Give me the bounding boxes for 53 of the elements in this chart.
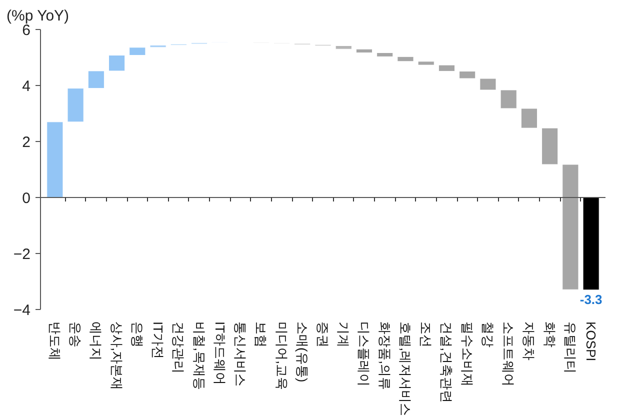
x-tick-label: IT가전: [150, 322, 166, 360]
x-tick-label: 증권: [316, 322, 330, 348]
x-tick-label: IT하드웨어: [212, 322, 228, 386]
x-tick-label: 조선: [418, 322, 434, 348]
y-tick-label: 2: [22, 134, 30, 151]
bar: [376, 52, 394, 57]
bar: [150, 44, 166, 48]
x-tick-label: 디스플레이: [356, 322, 372, 386]
x-tick-label: KOSPI: [584, 322, 599, 362]
x-tick-label: 상사,자본재: [109, 322, 124, 390]
y-tick-label: −2: [13, 246, 31, 263]
data-label: -3.3: [580, 292, 602, 307]
bar: [459, 70, 476, 79]
bar: [542, 128, 558, 165]
x-tick-label: 은행: [130, 322, 145, 348]
bar: [335, 45, 352, 50]
bar: [418, 61, 434, 66]
x-tick-label: 건설,건축관련: [439, 322, 454, 404]
bar: [500, 90, 517, 109]
bar: [397, 56, 414, 62]
bar: [46, 122, 64, 198]
x-tick-label: 철강: [480, 322, 496, 348]
bar: [480, 78, 496, 90]
bar: [356, 48, 373, 53]
x-tick-label: 화학: [542, 322, 558, 348]
bar: [88, 70, 104, 89]
x-tick-label: 비철,목재등: [192, 322, 207, 390]
y-tick-label: 0: [22, 190, 30, 207]
x-tick-label: 운송: [68, 322, 84, 348]
x-tick-label: 통신서비스: [233, 322, 248, 386]
x-tick-label: 유틸리티: [562, 322, 578, 374]
y-tick-label: −4: [13, 302, 31, 319]
bar: [520, 108, 538, 128]
x-tick-label: 에너지: [88, 322, 104, 360]
y-axis-title: (%p YoY): [6, 8, 70, 24]
x-tick-label: 보험: [254, 322, 269, 348]
x-tick-label: 호텔,레저서비스: [398, 322, 413, 416]
x-tick-label: 기계: [336, 322, 352, 348]
bar: [67, 88, 84, 122]
x-tick-label: 건강관리: [171, 322, 186, 374]
x-tick-label: 소매(유통): [294, 322, 310, 382]
x-tick-label: 화장품,의류: [377, 322, 392, 390]
bar: [108, 55, 126, 72]
y-tick-label: 4: [22, 78, 30, 95]
bar: [129, 47, 146, 56]
x-tick-label: 반도체: [47, 322, 62, 360]
x-tick-label: 소프트웨어: [501, 322, 516, 386]
x-tick-label: 자동차: [522, 322, 537, 360]
bar: [582, 197, 600, 290]
x-tick-label: 미디어,교육: [274, 322, 290, 390]
bar: [562, 164, 579, 290]
bar: [438, 64, 456, 72]
x-tick-label: 필수소비재: [460, 322, 475, 386]
